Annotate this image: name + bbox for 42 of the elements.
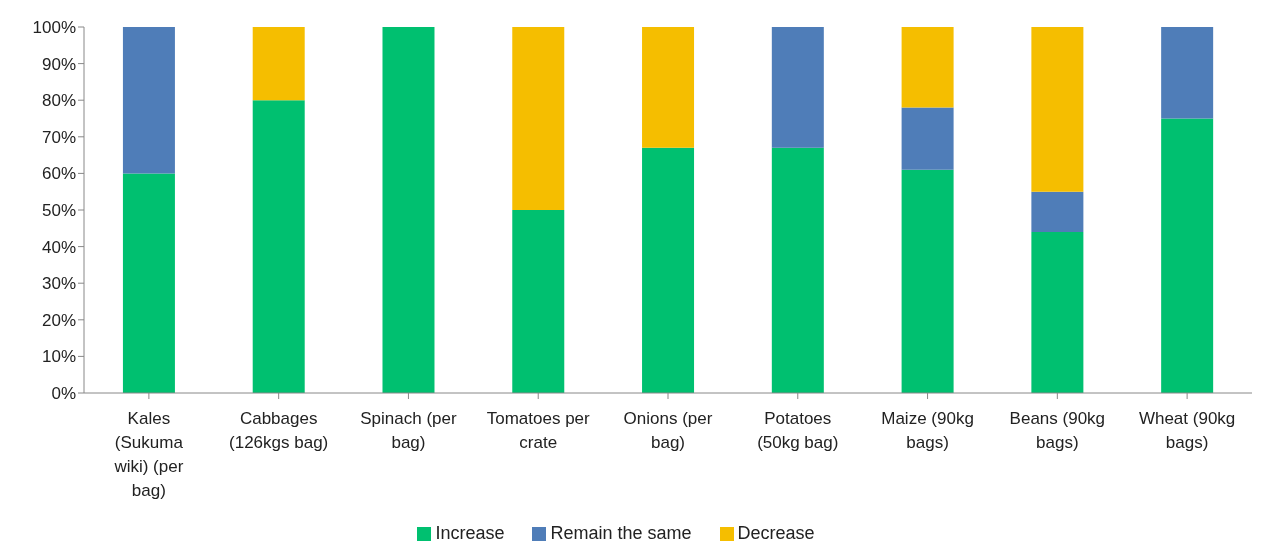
y-tick-label: 70% <box>41 127 76 147</box>
y-tick-label: 0% <box>51 384 76 404</box>
bar <box>512 27 565 210</box>
bar <box>771 147 824 393</box>
bar <box>1031 231 1084 393</box>
bar <box>252 27 305 101</box>
legend-label: Decrease <box>737 523 815 543</box>
bar <box>512 210 565 393</box>
bar <box>1031 191 1084 232</box>
legend-label: Increase <box>435 523 505 543</box>
bar <box>901 107 954 170</box>
x-tick-label: Beans (90kg bags) <box>1009 409 1106 453</box>
legend-label: Remain the same <box>550 523 692 543</box>
x-tick-label: Cabbages (126kgs bag) <box>229 409 329 453</box>
x-tick-label: Kales (Sukuma wiki) (per bag) <box>113 409 184 501</box>
x-tick-label: Tomatoes per crate <box>486 409 591 453</box>
y-tick-label: 80% <box>41 91 76 111</box>
bar <box>382 27 435 393</box>
y-tick-label: 30% <box>41 274 76 294</box>
bar <box>122 27 175 174</box>
x-tick-label: Wheat (90kg bags) <box>1138 409 1236 453</box>
y-tick-label: 100% <box>32 18 76 38</box>
y-tick-label: 50% <box>41 201 76 221</box>
bar <box>642 147 695 393</box>
bar <box>122 173 175 393</box>
bar <box>771 27 824 148</box>
x-tick-label: Potatoes (50kg bag) <box>757 409 839 453</box>
y-tick-label: 90% <box>41 54 76 74</box>
y-tick-label: 10% <box>41 347 76 367</box>
y-tick-label: 60% <box>41 164 76 184</box>
bar <box>901 27 954 108</box>
y-tick-label: 20% <box>41 310 76 330</box>
bar <box>1031 27 1084 192</box>
bar <box>252 100 305 393</box>
bar <box>1161 118 1214 393</box>
bar <box>901 169 954 393</box>
y-tick-label: 40% <box>41 237 76 257</box>
bar <box>1161 27 1214 119</box>
x-tick-label: Onions (per bag) <box>623 409 713 453</box>
bar <box>642 27 695 148</box>
x-tick-label: Maize (90kg bags) <box>881 409 974 453</box>
x-tick-label: Spinach (per bag) <box>360 409 457 453</box>
